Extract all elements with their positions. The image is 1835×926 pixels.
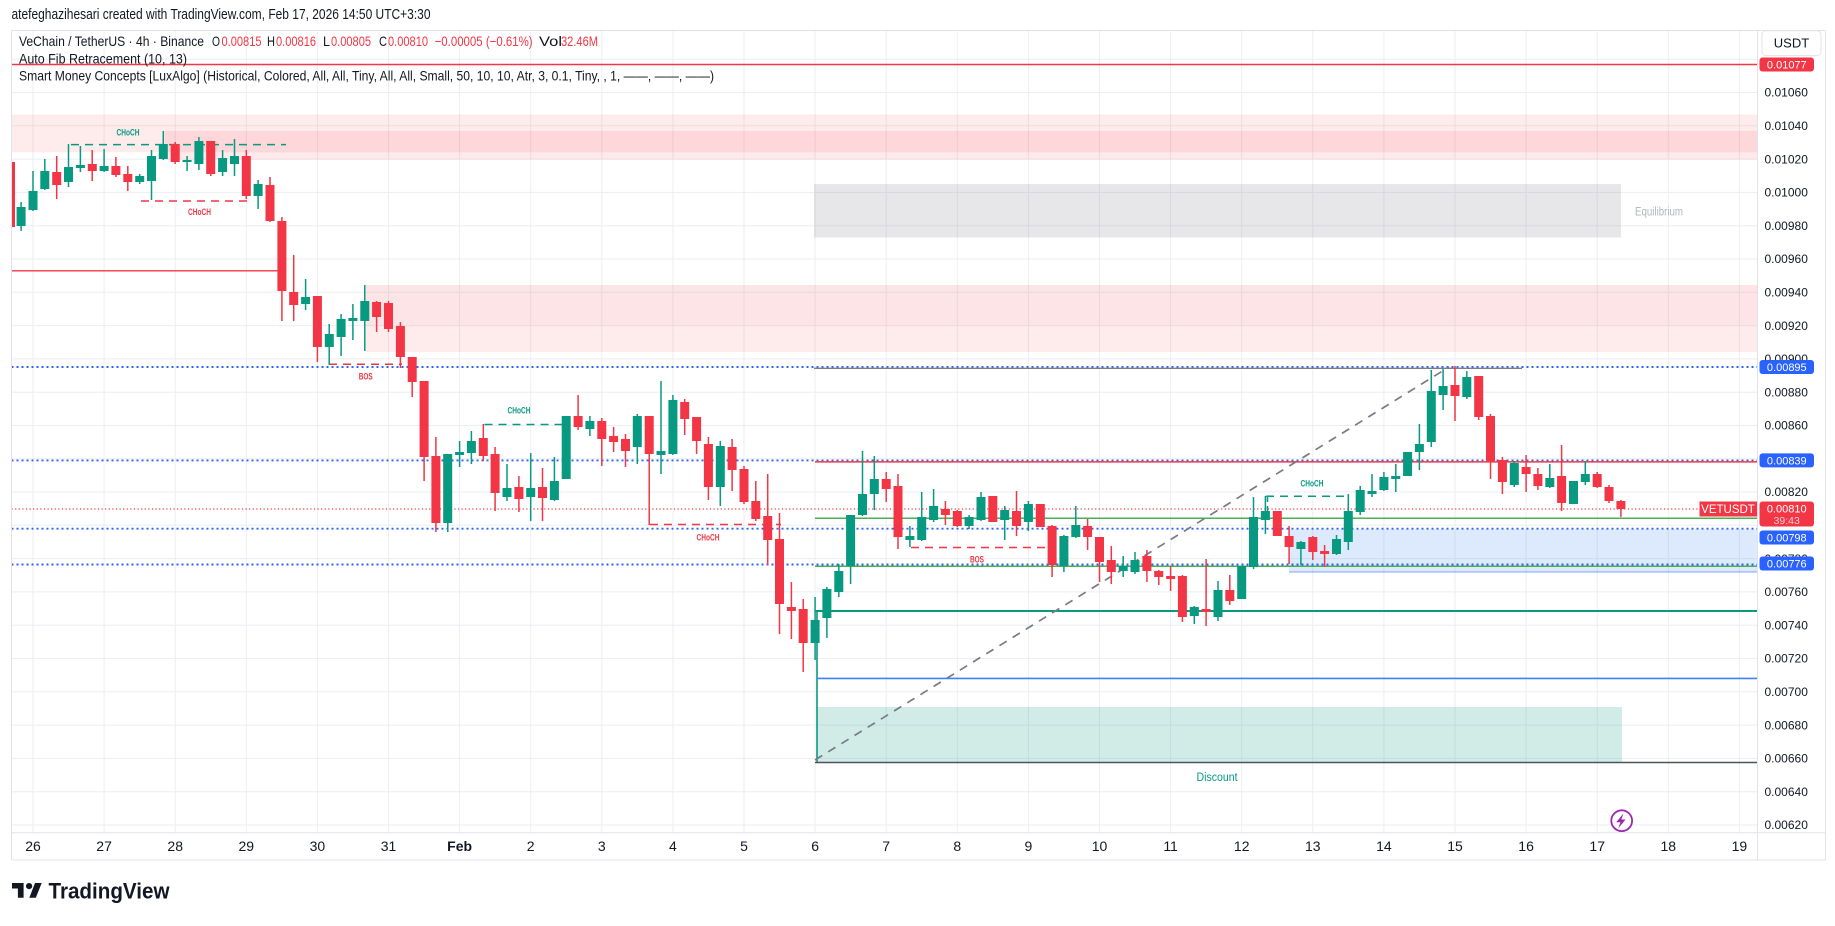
svg-text:Discount: Discount xyxy=(1197,772,1239,784)
svg-text:4: 4 xyxy=(669,838,677,854)
svg-text:CHoCH: CHoCH xyxy=(1301,479,1324,490)
svg-text:29: 29 xyxy=(239,838,255,854)
svg-text:39:43: 39:43 xyxy=(1774,515,1800,527)
svg-text:0.00820: 0.00820 xyxy=(1765,485,1809,499)
svg-text:Smart Money Concepts [LuxAlgo]: Smart Money Concepts [LuxAlgo] (Historic… xyxy=(19,68,714,84)
svg-text:0.00895: 0.00895 xyxy=(1767,362,1807,374)
svg-text:O: O xyxy=(212,33,220,49)
svg-text:−0.00005 (−0.61%): −0.00005 (−0.61%) xyxy=(435,33,533,49)
svg-text:18: 18 xyxy=(1661,838,1677,854)
svg-text:19: 19 xyxy=(1732,838,1748,854)
svg-text:0.00810: 0.00810 xyxy=(1767,504,1807,516)
svg-text:L: L xyxy=(323,33,330,49)
svg-text:0.00920: 0.00920 xyxy=(1765,319,1809,333)
svg-text:28: 28 xyxy=(167,838,183,854)
svg-text:15: 15 xyxy=(1447,838,1463,854)
svg-text:0.00880: 0.00880 xyxy=(1765,385,1809,399)
svg-text:6: 6 xyxy=(811,838,819,854)
svg-text:10: 10 xyxy=(1092,838,1108,854)
svg-text:17: 17 xyxy=(1589,838,1605,854)
svg-text:atefeghazihesari created with: atefeghazihesari created with TradingVie… xyxy=(12,6,431,23)
svg-text:27: 27 xyxy=(96,838,112,854)
svg-text:0.01060: 0.01060 xyxy=(1765,86,1809,100)
svg-text:0.00815: 0.00815 xyxy=(222,33,262,49)
svg-text:31: 31 xyxy=(381,838,397,854)
svg-text:14: 14 xyxy=(1376,838,1392,854)
svg-text:0.00776: 0.00776 xyxy=(1767,559,1807,571)
svg-text:0.00805: 0.00805 xyxy=(331,33,371,49)
svg-text:USDT: USDT xyxy=(1774,36,1809,51)
svg-text:C: C xyxy=(379,33,387,49)
svg-text:9: 9 xyxy=(1025,838,1033,854)
svg-text:0.00740: 0.00740 xyxy=(1765,618,1809,632)
svg-text:26: 26 xyxy=(25,838,41,854)
svg-text:12: 12 xyxy=(1234,838,1250,854)
svg-text:0.00839: 0.00839 xyxy=(1767,455,1807,467)
svg-text:BOS: BOS xyxy=(970,555,984,566)
svg-text:0.00980: 0.00980 xyxy=(1765,219,1809,233)
svg-text:0.00760: 0.00760 xyxy=(1765,585,1809,599)
svg-text:0.00660: 0.00660 xyxy=(1765,752,1809,766)
svg-text:32.46M: 32.46M xyxy=(561,33,598,49)
svg-text:Vol: Vol xyxy=(539,33,562,49)
svg-text:0.00940: 0.00940 xyxy=(1765,286,1809,300)
svg-text:0.00816: 0.00816 xyxy=(276,33,316,49)
svg-text:3: 3 xyxy=(598,838,606,854)
svg-text:5: 5 xyxy=(740,838,748,854)
svg-text:CHoCH: CHoCH xyxy=(117,128,140,139)
svg-text:0.01020: 0.01020 xyxy=(1765,152,1809,166)
svg-text:16: 16 xyxy=(1518,838,1534,854)
svg-text:0.01040: 0.01040 xyxy=(1765,119,1809,133)
svg-text:0.00720: 0.00720 xyxy=(1765,652,1809,666)
svg-text:0.00620: 0.00620 xyxy=(1765,818,1809,832)
svg-text:CHoCH: CHoCH xyxy=(508,406,531,417)
svg-text:BOS: BOS xyxy=(359,372,373,383)
svg-text:0.01000: 0.01000 xyxy=(1765,186,1809,200)
svg-text:CHoCH: CHoCH xyxy=(188,207,211,218)
svg-text:H: H xyxy=(267,33,275,49)
svg-text:8: 8 xyxy=(953,838,961,854)
svg-text:VeChain / TetherUS · 4h · Bina: VeChain / TetherUS · 4h · Binance xyxy=(19,33,204,49)
svg-text:0.00960: 0.00960 xyxy=(1765,252,1809,266)
svg-text:7: 7 xyxy=(882,838,890,854)
svg-text:0.00798: 0.00798 xyxy=(1767,533,1807,545)
svg-text:Feb: Feb xyxy=(447,838,472,854)
svg-text:0.00700: 0.00700 xyxy=(1765,685,1809,699)
svg-text:Equilibrium: Equilibrium xyxy=(1635,207,1683,219)
svg-text:VETUSDT: VETUSDT xyxy=(1701,504,1755,516)
svg-text:0.00680: 0.00680 xyxy=(1765,718,1809,732)
svg-text:0.00640: 0.00640 xyxy=(1765,785,1809,799)
svg-text:TradingView: TradingView xyxy=(49,879,171,904)
svg-text:13: 13 xyxy=(1305,838,1321,854)
svg-text:11: 11 xyxy=(1163,838,1178,854)
svg-text:0.00810: 0.00810 xyxy=(388,33,428,49)
svg-text:CHoCH: CHoCH xyxy=(697,533,720,544)
svg-text:Auto Fib Retracement (10, 13): Auto Fib Retracement (10, 13) xyxy=(19,51,187,67)
svg-text:2: 2 xyxy=(527,838,535,854)
svg-text:30: 30 xyxy=(310,838,326,854)
svg-text:0.00860: 0.00860 xyxy=(1765,419,1809,433)
svg-text:0.01077: 0.01077 xyxy=(1767,60,1807,72)
